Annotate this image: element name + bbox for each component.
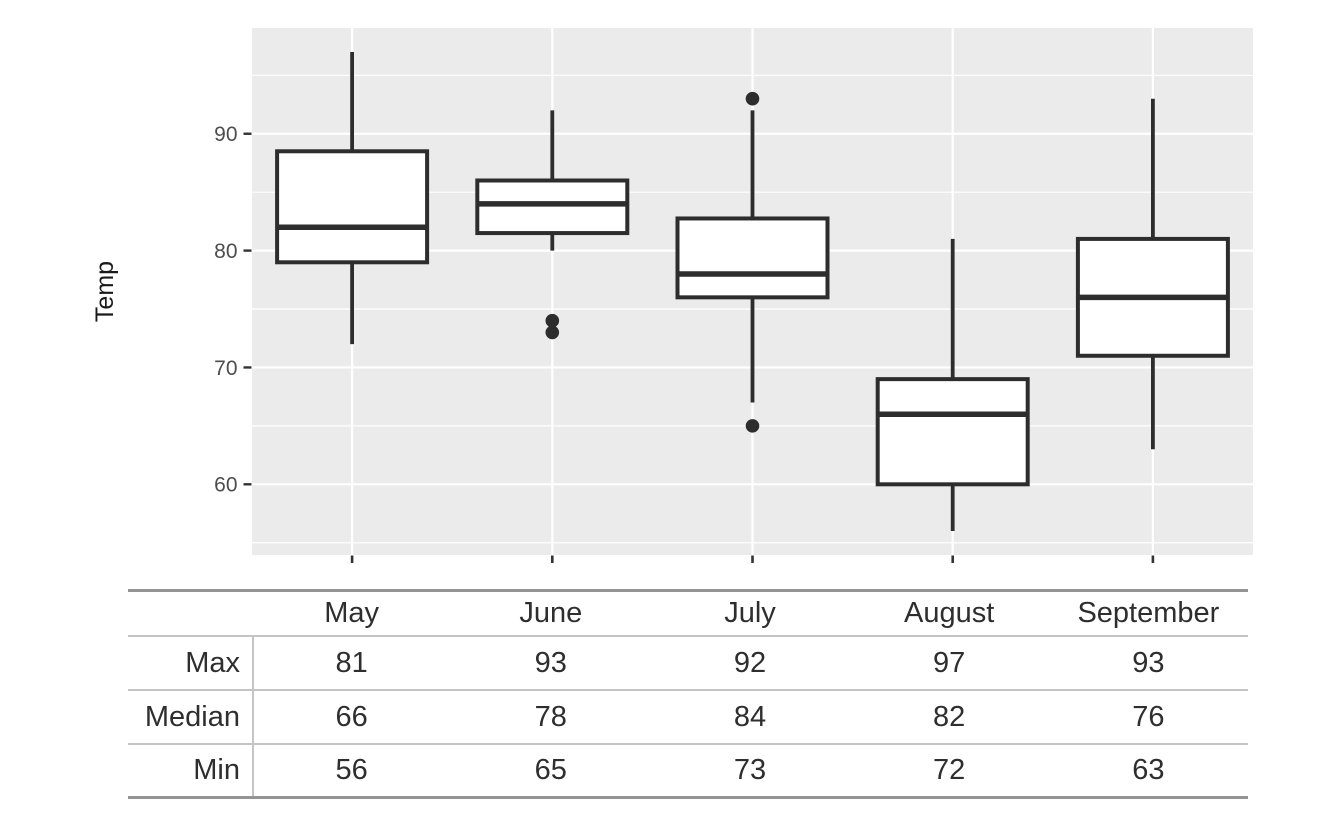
outlier-dot-june-73 bbox=[545, 325, 560, 340]
table-header-september: September bbox=[1077, 596, 1220, 629]
table-header-june: June bbox=[519, 596, 583, 629]
table-rowlabel-min: Min bbox=[193, 753, 240, 786]
table-label-column-separator bbox=[252, 635, 254, 796]
table-border-top bbox=[128, 589, 1248, 592]
cell-max-august: 97 bbox=[933, 646, 966, 679]
box-june bbox=[475, 178, 630, 236]
cell-max-june: 93 bbox=[534, 646, 567, 679]
box-may bbox=[275, 149, 430, 265]
cell-median-june: 78 bbox=[534, 700, 567, 733]
boxplot-chart: 60 70 80 90 Temp bbox=[91, 28, 1253, 563]
cell-min-july: 73 bbox=[733, 753, 767, 786]
y-tick-label-60: 60 bbox=[214, 474, 237, 497]
box-july bbox=[675, 216, 830, 300]
cell-max-september: 93 bbox=[1132, 646, 1165, 679]
cell-median-july: 84 bbox=[733, 700, 767, 733]
table-row-separator-1 bbox=[128, 689, 1248, 691]
y-tick-label-80: 80 bbox=[214, 240, 237, 263]
table-header-august: August bbox=[904, 596, 995, 629]
table-rowlabel-median: Median bbox=[144, 700, 240, 733]
y-tick-label-70: 70 bbox=[214, 357, 237, 380]
summary-table: May June July August September Max Media… bbox=[128, 589, 1248, 799]
outlier-dot-june-74 bbox=[545, 313, 560, 328]
cell-median-september: 76 bbox=[1132, 700, 1165, 733]
cell-min-may: 56 bbox=[335, 753, 368, 786]
y-axis-title: Temp bbox=[91, 261, 119, 322]
box-august bbox=[875, 377, 1030, 487]
outlier-dot-july-93 bbox=[745, 91, 760, 106]
cell-median-august: 82 bbox=[933, 700, 966, 733]
cell-min-august: 72 bbox=[933, 753, 966, 786]
table-rowlabel-max: Max bbox=[185, 646, 240, 679]
table-border-bottom bbox=[128, 796, 1248, 799]
cell-median-may: 66 bbox=[335, 700, 368, 733]
table-header-july: July bbox=[724, 596, 776, 629]
cell-min-june: 65 bbox=[534, 753, 567, 786]
table-row-separator-2 bbox=[128, 743, 1248, 745]
cell-max-may: 81 bbox=[335, 646, 368, 679]
cell-min-september: 63 bbox=[1132, 753, 1165, 786]
outlier-dot-july-65 bbox=[745, 419, 760, 433]
table-header-may: May bbox=[324, 596, 379, 629]
table-header-separator bbox=[128, 635, 1248, 637]
cell-max-july: 92 bbox=[733, 646, 767, 679]
y-tick-label-90: 90 bbox=[214, 123, 237, 146]
